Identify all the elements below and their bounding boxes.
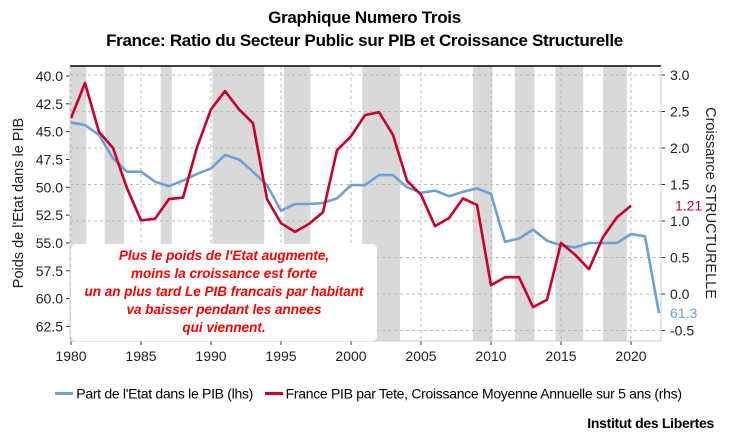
annotation-line: un an plus tard Le PIB francais par habi… — [84, 284, 364, 299]
left-tick-label: 52.5 — [36, 207, 63, 223]
end-value-label: 61.3 — [670, 305, 697, 321]
left-tick-label: 42.5 — [36, 96, 63, 112]
legend: Part de l'Etat dans le PIB (lhs) France … — [0, 384, 729, 401]
x-tick-label: 1980 — [55, 348, 86, 364]
right-tick-label: 2.0 — [670, 140, 690, 156]
title-line-2: France: Ratio du Secteur Public sur PIB … — [106, 31, 623, 50]
legend-swatch-blue — [55, 391, 74, 395]
x-tick-label: 2015 — [545, 348, 576, 364]
annotation-line: Plus le poids de l'Etat augmente, — [118, 248, 330, 263]
annotation-line: moins la croissance est forte — [130, 266, 318, 281]
x-tick-label: 2010 — [475, 348, 506, 364]
shaded-period — [555, 66, 584, 341]
right-tick-label: 0.0 — [670, 286, 690, 302]
left-tick-label: 55.0 — [36, 235, 63, 251]
left-tick-label: 62.5 — [36, 318, 63, 334]
chart-title: Graphique Numero Trois France: Ratio du … — [0, 6, 729, 52]
x-tick-label: 2000 — [335, 348, 366, 364]
source-credit: Institut des Libertes — [587, 415, 714, 431]
left-tick-label: 60.0 — [36, 291, 63, 307]
end-value-label: 1.21 — [675, 198, 702, 214]
right-tick-label: -0.5 — [670, 323, 694, 339]
annotation-line: qui viennent. — [182, 320, 266, 335]
x-tick-label: 1985 — [125, 348, 156, 364]
x-tick-label: 2020 — [615, 348, 646, 364]
left-tick-label: 57.5 — [36, 263, 63, 279]
right-tick-label: 2.5 — [670, 104, 690, 120]
left-tick-label: 40.0 — [36, 68, 63, 84]
right-tick-label: 1.0 — [670, 213, 690, 229]
shaded-period — [603, 66, 627, 341]
right-tick-label: 3.0 — [670, 67, 690, 83]
x-tick-label: 1990 — [195, 348, 226, 364]
left-tick-label: 50.0 — [36, 179, 63, 195]
legend-swatch-red — [264, 391, 283, 395]
annotation-line: va baisser pendant les annees — [126, 302, 322, 317]
title-line-1: Graphique Numero Trois — [268, 8, 461, 27]
right-tick-label: 0.5 — [670, 250, 690, 266]
left-axis-label: Poids de l'Etat dans le PIB — [11, 118, 27, 288]
right-tick-label: 1.5 — [670, 177, 690, 193]
x-tick-label: 1995 — [265, 348, 296, 364]
legend-label-blue: Part de l'Etat dans le PIB (lhs) — [76, 385, 254, 402]
right-axis-label: Croissance STRUCTURELLE — [702, 107, 718, 299]
shaded-period — [514, 66, 535, 341]
x-tick-label: 2005 — [405, 348, 436, 364]
annotation-box: Plus le poids de l'Etat augmente, moins … — [71, 244, 377, 341]
left-tick-label: 47.5 — [36, 151, 63, 167]
left-tick-label: 45.0 — [36, 124, 63, 140]
legend-label-red: France PIB par Tete, Croissance Moyenne … — [285, 385, 682, 402]
